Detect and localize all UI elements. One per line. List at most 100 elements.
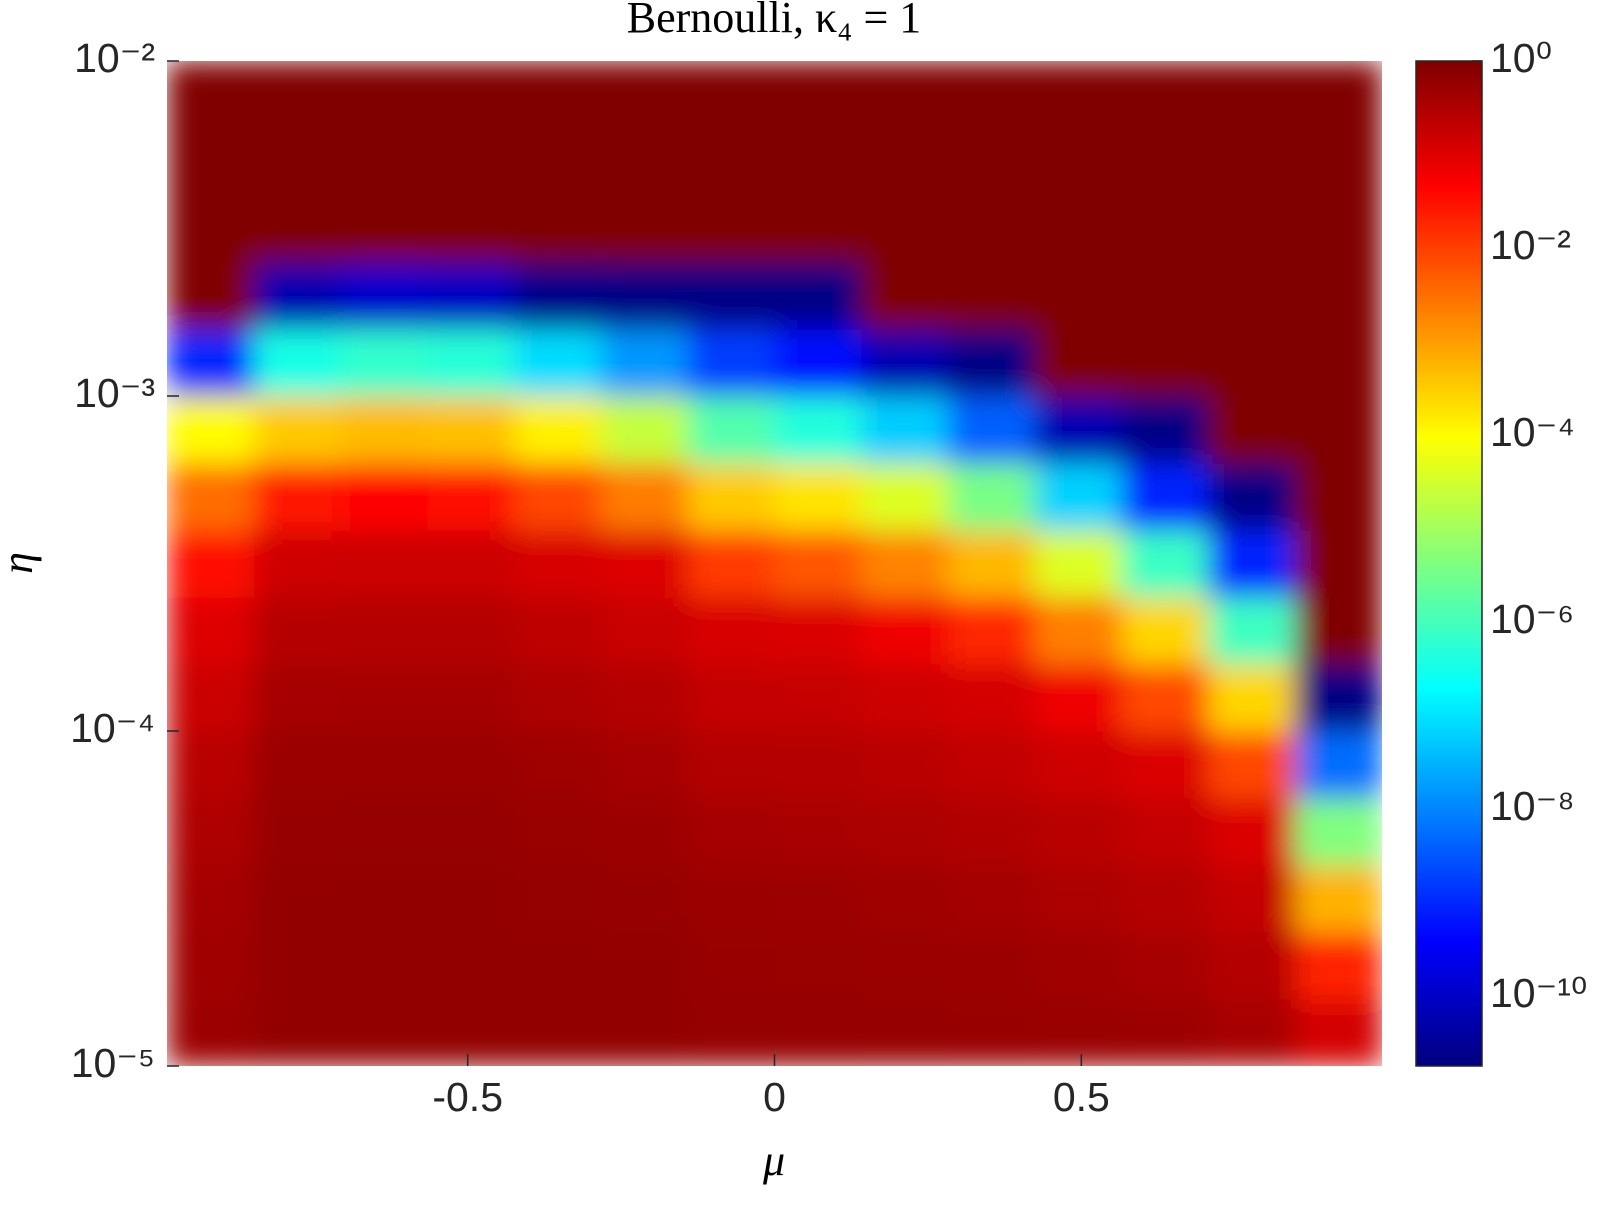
heatmap-cell <box>861 798 949 866</box>
heatmap-cell <box>1295 463 1382 531</box>
heatmap-cell <box>340 328 429 397</box>
heatmap-cell <box>514 865 602 933</box>
heatmap-cell <box>861 261 949 330</box>
heatmap-cell <box>601 596 689 665</box>
heatmap-cell <box>253 261 342 330</box>
heatmap-cell <box>340 730 429 799</box>
y-axis-label: η <box>0 552 42 574</box>
heatmap-cell <box>687 998 776 1066</box>
heatmap-cell <box>1034 931 1123 1000</box>
colorbar-tick-label: 10⁻¹⁰ <box>1490 970 1587 1016</box>
heatmap-cell <box>1295 998 1382 1066</box>
heatmap-cell <box>514 596 602 665</box>
colorbar-tick-label: 10⁻⁸ <box>1490 783 1575 829</box>
heatmap-cell <box>1295 261 1382 330</box>
y-tick-label: 10⁻² <box>74 35 155 81</box>
heatmap-cell <box>427 730 515 799</box>
heatmap-cell <box>1295 395 1382 464</box>
heatmap-cell <box>1208 395 1296 464</box>
colorbar <box>1415 60 1483 1067</box>
heatmap-cell <box>1295 865 1382 933</box>
heatmap-cell <box>861 530 949 598</box>
heatmap-cell <box>601 328 689 397</box>
heatmap-cell <box>514 395 602 464</box>
heatmap-cell <box>340 663 429 732</box>
heatmap-cell <box>774 261 862 330</box>
heatmap-cell <box>1295 61 1382 129</box>
heatmap-cell <box>687 865 776 933</box>
heatmap-cell <box>774 998 862 1066</box>
heatmap-cell <box>340 596 429 665</box>
heatmap-cell <box>1121 931 1209 1000</box>
heatmap-cells <box>167 61 1382 1066</box>
heatmap-cell <box>167 61 255 129</box>
heatmap-cell <box>1208 261 1296 330</box>
heatmap-cell <box>1295 128 1382 196</box>
heatmap-cell <box>514 931 602 1000</box>
heatmap-cell <box>687 663 776 732</box>
heatmap-cell <box>340 798 429 866</box>
heatmap-cell <box>687 530 776 598</box>
heatmap-cell <box>167 663 255 732</box>
heatmap-cell <box>514 798 602 866</box>
heatmap-cell <box>687 463 776 531</box>
heatmap-cell <box>514 195 602 263</box>
heatmap-cell <box>1208 798 1296 866</box>
heatmap-cell <box>1295 798 1382 866</box>
heatmap-cell <box>947 596 1036 665</box>
heatmap-cell <box>253 730 342 799</box>
heatmap-cell <box>687 931 776 1000</box>
heatmap-cell <box>514 261 602 330</box>
heatmap-cell <box>253 128 342 196</box>
heatmap-cell <box>774 463 862 531</box>
heatmap-cell <box>1208 328 1296 397</box>
heatmap-cell <box>861 596 949 665</box>
y-tick-label: 10⁻⁴ <box>70 705 155 751</box>
heatmap-cell <box>1208 195 1296 263</box>
heatmap-cell <box>947 128 1036 196</box>
x-axis-label: μ <box>762 1136 785 1185</box>
heatmap-cell <box>427 195 515 263</box>
heatmap-cell <box>1295 195 1382 263</box>
heatmap-cell <box>774 596 862 665</box>
heatmap-cell <box>601 463 689 531</box>
heatmap-cell <box>340 463 429 531</box>
heatmap-cell <box>687 328 776 397</box>
heatmap-cell <box>1034 530 1123 598</box>
heatmap-cell <box>861 931 949 1000</box>
heatmap-cell <box>774 530 862 598</box>
heatmap-cell <box>947 530 1036 598</box>
chart-title: Bernoulli, κ₄ = 1 <box>627 0 922 42</box>
heatmap-cell <box>253 998 342 1066</box>
heatmap-cell <box>427 463 515 531</box>
heatmap-cell <box>253 596 342 665</box>
heatmap-cell <box>687 730 776 799</box>
y-tick-label: 10⁻³ <box>74 370 155 416</box>
heatmap-cell <box>601 128 689 196</box>
heatmap-cell <box>774 195 862 263</box>
x-tick-label: -0.5 <box>432 1074 503 1120</box>
heatmap-cell <box>1034 596 1123 665</box>
heatmap-cell <box>253 195 342 263</box>
heatmap-cell <box>253 463 342 531</box>
heatmap-cell <box>1121 195 1209 263</box>
heatmap-cell <box>947 61 1036 129</box>
heatmap-cell <box>774 61 862 129</box>
heatmap-cell <box>601 530 689 598</box>
heatmap-cell <box>253 530 342 598</box>
heatmap-cell <box>1295 328 1382 397</box>
heatmap-cell <box>861 128 949 196</box>
heatmap-cell <box>947 261 1036 330</box>
heatmap-cell <box>861 998 949 1066</box>
heatmap-cell <box>1295 730 1382 799</box>
heatmap-cell <box>1208 931 1296 1000</box>
heatmap-cell <box>340 261 429 330</box>
heatmap-cell <box>861 395 949 464</box>
heatmap-cell <box>687 261 776 330</box>
heatmap-cell <box>427 261 515 330</box>
colorbar-tick-label: 10⁻² <box>1490 222 1571 268</box>
heatmap-cell <box>1121 128 1209 196</box>
heatmap-cell <box>1208 463 1296 531</box>
heatmap-cell <box>601 395 689 464</box>
